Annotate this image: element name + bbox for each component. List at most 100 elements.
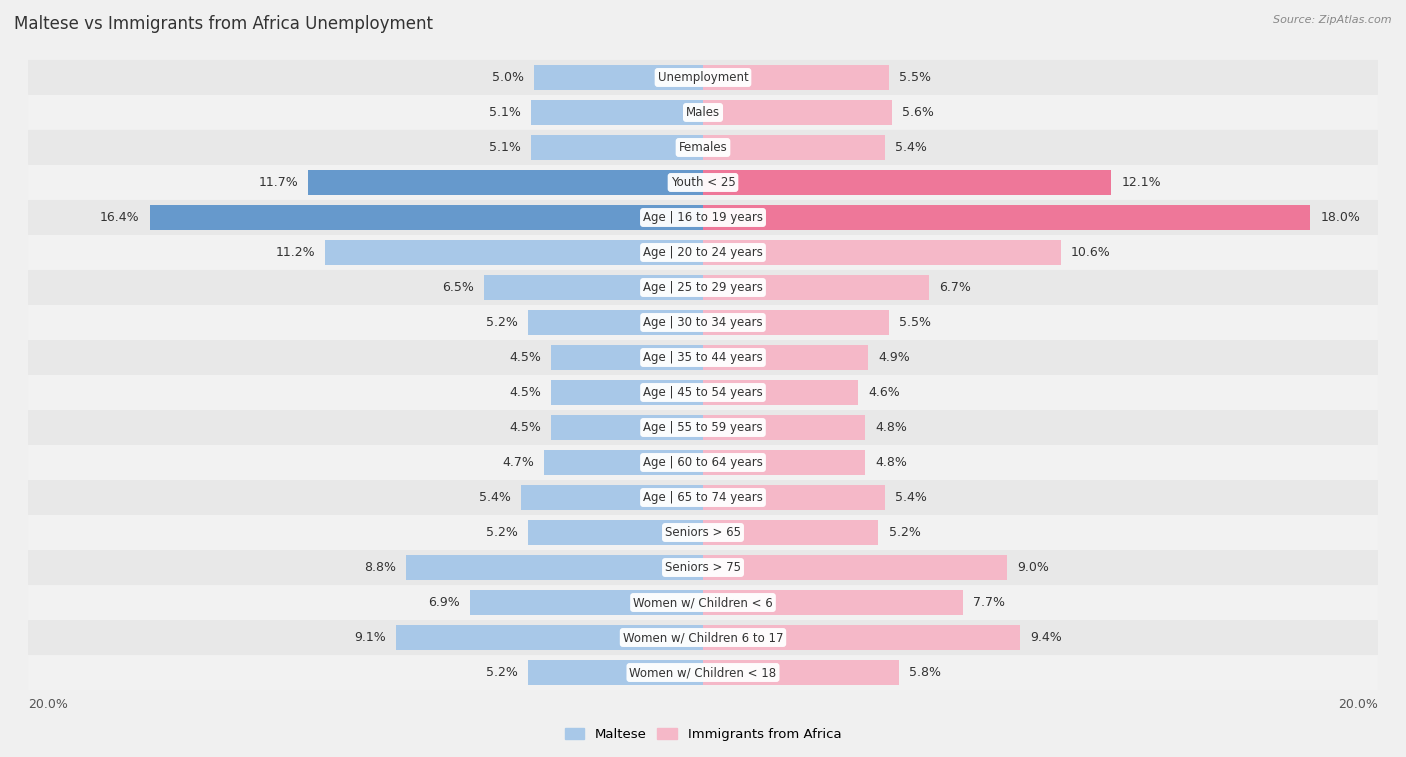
Text: 5.4%: 5.4% xyxy=(896,491,927,504)
Text: Women w/ Children < 18: Women w/ Children < 18 xyxy=(630,666,776,679)
Text: 4.8%: 4.8% xyxy=(875,421,907,434)
FancyBboxPatch shape xyxy=(28,200,1378,235)
Text: 5.2%: 5.2% xyxy=(485,666,517,679)
Text: 8.8%: 8.8% xyxy=(364,561,396,574)
Bar xyxy=(703,135,886,160)
Text: Unemployment: Unemployment xyxy=(658,71,748,84)
Text: Age | 60 to 64 years: Age | 60 to 64 years xyxy=(643,456,763,469)
Bar xyxy=(551,415,703,440)
Text: Age | 55 to 59 years: Age | 55 to 59 years xyxy=(643,421,763,434)
FancyBboxPatch shape xyxy=(28,165,1378,200)
Text: Age | 20 to 24 years: Age | 20 to 24 years xyxy=(643,246,763,259)
Bar xyxy=(703,345,869,370)
Text: 5.4%: 5.4% xyxy=(896,141,927,154)
Text: 5.2%: 5.2% xyxy=(889,526,921,539)
Text: 20.0%: 20.0% xyxy=(1339,698,1378,711)
FancyBboxPatch shape xyxy=(28,375,1378,410)
Bar xyxy=(149,205,703,230)
Text: 5.1%: 5.1% xyxy=(489,141,520,154)
Bar xyxy=(527,660,703,685)
Bar xyxy=(551,345,703,370)
FancyBboxPatch shape xyxy=(28,550,1378,585)
Text: 6.7%: 6.7% xyxy=(939,281,972,294)
Bar xyxy=(527,520,703,545)
Text: Women w/ Children < 6: Women w/ Children < 6 xyxy=(633,596,773,609)
Text: Women w/ Children 6 to 17: Women w/ Children 6 to 17 xyxy=(623,631,783,644)
Bar xyxy=(703,485,886,510)
Text: Age | 25 to 29 years: Age | 25 to 29 years xyxy=(643,281,763,294)
Text: 12.1%: 12.1% xyxy=(1122,176,1161,189)
Text: 4.6%: 4.6% xyxy=(869,386,900,399)
Bar xyxy=(484,275,703,300)
Bar xyxy=(551,380,703,405)
Text: 5.4%: 5.4% xyxy=(479,491,510,504)
Legend: Maltese, Immigrants from Africa: Maltese, Immigrants from Africa xyxy=(560,722,846,746)
Text: Seniors > 75: Seniors > 75 xyxy=(665,561,741,574)
Text: 5.6%: 5.6% xyxy=(903,106,934,119)
FancyBboxPatch shape xyxy=(28,235,1378,270)
Text: 4.9%: 4.9% xyxy=(879,351,910,364)
Text: 5.8%: 5.8% xyxy=(908,666,941,679)
FancyBboxPatch shape xyxy=(28,585,1378,620)
Text: 5.1%: 5.1% xyxy=(489,106,520,119)
Bar xyxy=(703,660,898,685)
Text: 10.6%: 10.6% xyxy=(1071,246,1111,259)
Bar xyxy=(703,590,963,615)
Bar xyxy=(325,240,703,265)
Bar xyxy=(531,100,703,125)
Bar xyxy=(703,240,1060,265)
Bar xyxy=(544,450,703,475)
Text: Females: Females xyxy=(679,141,727,154)
FancyBboxPatch shape xyxy=(28,305,1378,340)
Text: 9.4%: 9.4% xyxy=(1031,631,1062,644)
Bar xyxy=(703,310,889,335)
Text: 4.8%: 4.8% xyxy=(875,456,907,469)
Text: 5.2%: 5.2% xyxy=(485,526,517,539)
Bar xyxy=(703,520,879,545)
Text: Males: Males xyxy=(686,106,720,119)
Bar xyxy=(308,170,703,195)
Text: 5.5%: 5.5% xyxy=(898,316,931,329)
FancyBboxPatch shape xyxy=(28,60,1378,95)
Text: Maltese vs Immigrants from Africa Unemployment: Maltese vs Immigrants from Africa Unempl… xyxy=(14,15,433,33)
Text: 6.9%: 6.9% xyxy=(429,596,460,609)
Bar xyxy=(703,415,865,440)
Text: 11.2%: 11.2% xyxy=(276,246,315,259)
Bar xyxy=(703,100,891,125)
Text: 4.5%: 4.5% xyxy=(509,421,541,434)
FancyBboxPatch shape xyxy=(28,340,1378,375)
FancyBboxPatch shape xyxy=(28,270,1378,305)
Text: 6.5%: 6.5% xyxy=(441,281,474,294)
Text: Youth < 25: Youth < 25 xyxy=(671,176,735,189)
Text: 20.0%: 20.0% xyxy=(28,698,67,711)
Text: Age | 65 to 74 years: Age | 65 to 74 years xyxy=(643,491,763,504)
Bar xyxy=(703,380,858,405)
Bar xyxy=(703,555,1007,580)
Text: 5.5%: 5.5% xyxy=(898,71,931,84)
FancyBboxPatch shape xyxy=(28,95,1378,130)
Text: 16.4%: 16.4% xyxy=(100,211,139,224)
Bar xyxy=(520,485,703,510)
Bar xyxy=(406,555,703,580)
FancyBboxPatch shape xyxy=(28,655,1378,690)
Text: Source: ZipAtlas.com: Source: ZipAtlas.com xyxy=(1274,15,1392,25)
Text: Age | 45 to 54 years: Age | 45 to 54 years xyxy=(643,386,763,399)
FancyBboxPatch shape xyxy=(28,445,1378,480)
Text: 5.2%: 5.2% xyxy=(485,316,517,329)
Text: 7.7%: 7.7% xyxy=(973,596,1005,609)
FancyBboxPatch shape xyxy=(28,410,1378,445)
Text: 9.1%: 9.1% xyxy=(354,631,385,644)
Text: Age | 30 to 34 years: Age | 30 to 34 years xyxy=(643,316,763,329)
Bar xyxy=(470,590,703,615)
Bar xyxy=(703,450,865,475)
FancyBboxPatch shape xyxy=(28,620,1378,655)
Text: Age | 35 to 44 years: Age | 35 to 44 years xyxy=(643,351,763,364)
Text: 5.0%: 5.0% xyxy=(492,71,524,84)
Bar xyxy=(703,205,1310,230)
FancyBboxPatch shape xyxy=(28,130,1378,165)
Text: Seniors > 65: Seniors > 65 xyxy=(665,526,741,539)
Text: 18.0%: 18.0% xyxy=(1320,211,1361,224)
FancyBboxPatch shape xyxy=(28,480,1378,515)
Bar xyxy=(703,275,929,300)
Bar xyxy=(531,135,703,160)
